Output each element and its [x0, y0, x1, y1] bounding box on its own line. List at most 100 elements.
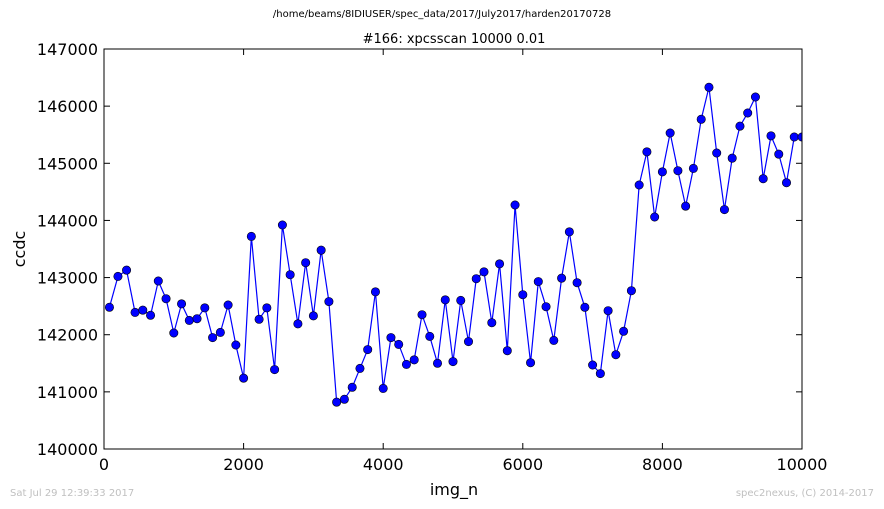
data-point: [262, 303, 272, 313]
data-point: [409, 355, 419, 365]
y-tick-label: 144000: [37, 211, 98, 230]
data-point: [270, 365, 280, 375]
data-point: [277, 220, 287, 230]
data-point: [146, 310, 156, 320]
data-point: [347, 382, 357, 392]
chart-title: #166: xpcsscan 10000 0.01: [363, 32, 546, 47]
data-point: [417, 310, 427, 320]
data-point: [113, 271, 123, 281]
data-point: [324, 297, 334, 307]
data-point: [766, 131, 776, 141]
data-point: [104, 302, 114, 312]
data-point: [169, 328, 179, 338]
data-point: [386, 333, 396, 343]
data-point: [603, 306, 613, 316]
data-point: [401, 359, 411, 369]
data-point: [285, 270, 295, 280]
data-point: [448, 357, 458, 367]
data-point: [704, 82, 714, 92]
data-point: [564, 227, 574, 237]
data-point: [595, 369, 605, 379]
data-point: [138, 305, 148, 315]
data-point: [657, 167, 667, 177]
plot-frame: [103, 48, 803, 450]
data-point: [231, 340, 241, 350]
data-point: [161, 294, 171, 304]
data-point: [223, 300, 233, 310]
data-point: [750, 92, 760, 102]
x-tick-label: 2000: [223, 455, 264, 474]
data-point: [688, 163, 698, 173]
data-point: [634, 180, 644, 190]
data-point: [642, 147, 652, 157]
data-point: [479, 267, 489, 277]
data-point: [549, 335, 559, 345]
data-point: [665, 128, 675, 138]
data-point: [580, 302, 590, 312]
data-point: [394, 339, 404, 349]
data-point: [495, 259, 505, 269]
data-point: [774, 149, 784, 159]
data-point: [355, 363, 365, 373]
data-point: [378, 383, 388, 393]
footer-timestamp: Sat Jul 29 12:39:33 2017: [10, 488, 135, 499]
figure-suptitle: /home/beams/8IDIUSER/spec_data/2017/July…: [272, 9, 612, 20]
data-point: [254, 314, 264, 324]
data-point: [192, 314, 202, 324]
data-point: [177, 299, 187, 309]
data-point: [758, 174, 768, 184]
data-point: [293, 319, 303, 329]
data-point: [626, 286, 636, 296]
data-point: [308, 311, 318, 321]
data-point: [425, 331, 435, 341]
data-point: [526, 358, 536, 368]
x-tick-label: 8000: [642, 455, 683, 474]
data-point: [557, 273, 567, 283]
x-axis-label: img_n: [430, 480, 478, 500]
y-tick-label: 146000: [37, 97, 98, 116]
y-tick-label: 147000: [37, 40, 98, 59]
data-point: [681, 201, 691, 211]
data-point: [363, 345, 373, 355]
data-point: [122, 265, 132, 275]
data-point: [719, 205, 729, 215]
data-point: [727, 153, 737, 163]
data-point: [696, 114, 706, 124]
series-line: [108, 87, 802, 403]
data-point: [215, 327, 225, 337]
data-point: [743, 108, 753, 118]
data-point: [246, 231, 256, 241]
data-point: [239, 373, 249, 383]
y-axis-label: ccdc: [10, 231, 29, 268]
data-point: [130, 307, 140, 317]
data-point: [673, 166, 683, 176]
data-point: [471, 274, 481, 284]
data-point: [339, 394, 349, 404]
y-tick-label: 140000: [37, 440, 98, 459]
data-point: [200, 303, 210, 313]
data-point: [510, 200, 520, 210]
data-point: [572, 278, 582, 288]
data-point: [735, 121, 745, 131]
x-tick-label: 6000: [502, 455, 543, 474]
data-point: [463, 337, 473, 347]
y-tick-label: 145000: [37, 154, 98, 173]
data-point: [153, 276, 163, 286]
data-point: [440, 295, 450, 305]
data-point: [781, 178, 791, 188]
y-tick-label: 143000: [37, 269, 98, 288]
data-point: [712, 148, 722, 158]
x-tick-label: 4000: [363, 455, 404, 474]
x-tick-label: 0: [99, 455, 109, 474]
data-point: [432, 358, 442, 368]
data-point: [184, 315, 194, 325]
data-point: [533, 277, 543, 287]
data-point: [541, 302, 551, 312]
data-point: [208, 333, 218, 343]
data-point: [588, 360, 598, 370]
data-point: [316, 245, 326, 255]
y-tick-label: 141000: [37, 383, 98, 402]
data-point: [619, 326, 629, 336]
